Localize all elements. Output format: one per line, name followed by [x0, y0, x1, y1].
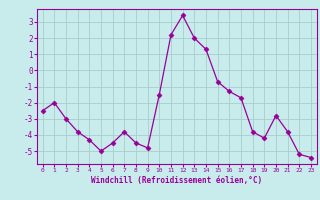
X-axis label: Windchill (Refroidissement éolien,°C): Windchill (Refroidissement éolien,°C)	[91, 176, 262, 185]
